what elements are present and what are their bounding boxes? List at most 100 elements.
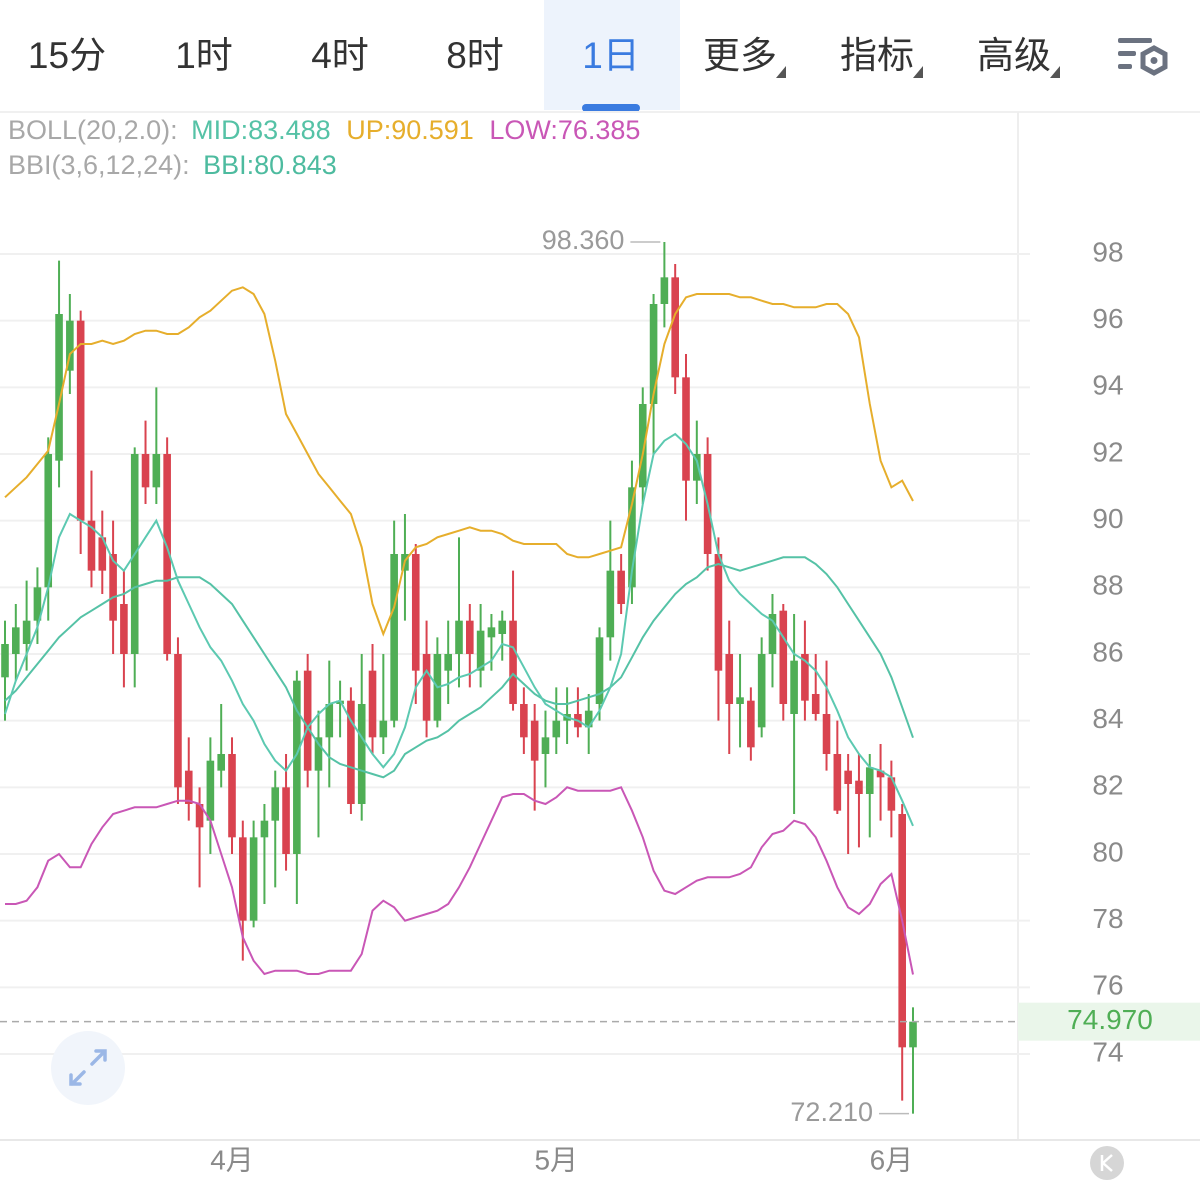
tab[interactable]: 1日 — [544, 0, 680, 112]
candle-body — [552, 720, 561, 738]
candle-body — [725, 654, 734, 704]
settings-icon[interactable] — [1118, 38, 1168, 76]
y-tick-label: 98 — [1092, 236, 1123, 267]
indicator-line — [4, 286, 914, 637]
icon-bar — [1118, 64, 1132, 69]
candle-body — [325, 704, 334, 738]
plot: 74 76 78 80 82 84 86 88 90 92 94 96 98 4月 5月 6月 98.360 72… — [0, 225, 1200, 1175]
candle-body — [638, 404, 647, 488]
indicator-line — [4, 556, 914, 779]
candle-body — [747, 700, 755, 748]
icon-bar — [1118, 38, 1152, 43]
kline-button[interactable] — [1090, 1146, 1124, 1180]
candle-body — [757, 654, 766, 728]
candle-body — [617, 570, 625, 604]
tab-label: 更多 — [703, 35, 777, 76]
icon-hex — [1140, 45, 1168, 76]
candle-body — [649, 304, 658, 404]
candle-body — [141, 454, 150, 488]
expand-button[interactable] — [51, 1031, 125, 1105]
candle-body — [541, 737, 550, 754]
y-tick-label: 78 — [1092, 903, 1123, 934]
candle-body — [12, 627, 20, 654]
y-tick-label: 86 — [1092, 636, 1123, 667]
y-tick-label: 76 — [1092, 970, 1123, 1001]
x-tick-label: 4月 — [210, 1144, 254, 1175]
k-icon — [1100, 1154, 1113, 1172]
candle-body — [487, 627, 496, 638]
tab-label: 高级 — [977, 35, 1051, 76]
candle-body — [714, 554, 723, 671]
candle-body — [55, 314, 63, 461]
candle-body — [909, 1021, 917, 1048]
candle-body — [260, 820, 269, 838]
candle-body — [844, 770, 852, 784]
x-tick-label: 5月 — [534, 1144, 578, 1175]
candle-body — [855, 780, 863, 794]
expand-icon — [69, 1049, 107, 1086]
candle-body — [282, 787, 290, 854]
tab-label: 指标 — [840, 35, 914, 76]
candle-body — [368, 670, 377, 738]
candle-body — [314, 737, 323, 771]
candle-body — [22, 620, 31, 644]
candle-body — [206, 760, 215, 821]
candle-body — [455, 620, 463, 654]
candle-body — [347, 700, 355, 804]
candle-body — [217, 754, 225, 771]
candle-body — [790, 660, 798, 714]
y-tick-label: 84 — [1092, 703, 1123, 734]
y-tick-label: 96 — [1092, 303, 1123, 334]
candle-body — [811, 694, 820, 714]
candle-body — [195, 804, 204, 828]
tab[interactable]: 指标 — [840, 35, 923, 78]
candle-body — [476, 630, 485, 671]
button-bg — [51, 1031, 125, 1105]
candle-body — [109, 554, 117, 621]
candle-body — [801, 654, 809, 701]
tab[interactable]: 1时 — [175, 35, 233, 76]
tab-label: 15分 — [28, 35, 106, 76]
candle-body — [606, 570, 615, 638]
candle-body — [887, 777, 896, 811]
candle-body — [768, 614, 777, 654]
tab-label: 1日 — [582, 35, 640, 76]
last-price-box — [1018, 1002, 1200, 1041]
dropdown-caret — [913, 66, 923, 78]
candle-body — [628, 487, 636, 588]
icon-dot — [1150, 57, 1158, 64]
candle-body — [228, 754, 236, 838]
tab[interactable]: 更多 — [703, 35, 786, 78]
candle-body — [671, 277, 679, 378]
candle-body — [163, 454, 171, 654]
indicator-label: BOLL(20,2.0): — [8, 115, 178, 145]
candle-body — [239, 837, 247, 921]
candle-body — [660, 277, 669, 304]
candle-body — [833, 754, 842, 811]
candle-body — [530, 720, 539, 761]
legend-value: 76.385 — [558, 115, 641, 145]
indicator-label: BBI(3,6,12,24): — [8, 150, 190, 180]
last-price-label: 74.970 — [1067, 1004, 1153, 1035]
tab-label: 1时 — [175, 35, 233, 76]
candle-body — [293, 680, 301, 854]
indicator-line — [5, 786, 914, 976]
candle-body — [44, 454, 53, 588]
candle-body — [520, 704, 528, 738]
y-tick-label: 82 — [1092, 770, 1123, 801]
tab[interactable]: 8时 — [446, 35, 504, 76]
candle-body — [822, 714, 831, 754]
candle-body — [357, 704, 366, 804]
y-tick-label: 94 — [1092, 370, 1123, 401]
candle-body — [76, 320, 85, 521]
candle-body — [411, 554, 420, 671]
y-tick-label: 80 — [1092, 836, 1123, 867]
tab[interactable]: 15分 — [28, 35, 106, 76]
candle-body — [444, 654, 452, 671]
tab[interactable]: 高级 — [977, 35, 1060, 78]
indicator-legend: BOLL(20,2.0): MID:83.488 UP:90.591 LOW:7… — [8, 115, 640, 145]
tab[interactable]: 4时 — [311, 35, 369, 76]
indicator-legend: BBI(3,6,12,24): BBI:80.843 — [8, 150, 337, 180]
